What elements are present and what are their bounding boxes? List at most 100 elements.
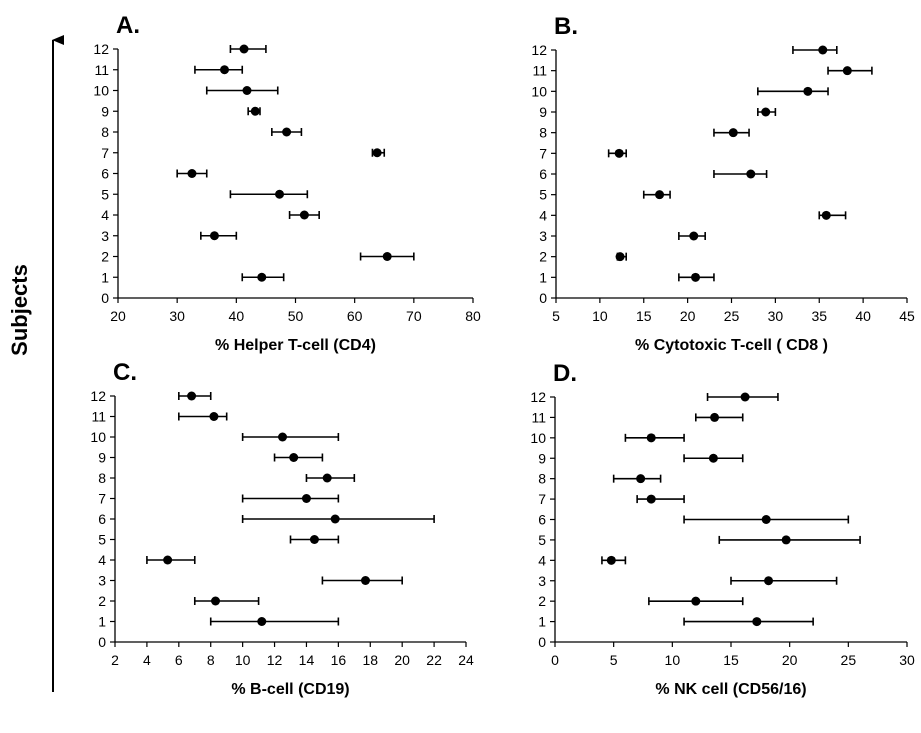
mean-marker [309, 535, 319, 544]
y-tick-label: 4 [101, 207, 109, 223]
y-tick-label: 0 [101, 290, 109, 306]
data-point-subject-4 [818, 210, 847, 220]
data-point-subject-11 [178, 412, 228, 421]
mean-marker [818, 45, 828, 55]
mean-marker [646, 494, 656, 504]
mean-marker [257, 272, 267, 282]
data-point-subject-8 [713, 128, 750, 138]
mean-marker [220, 65, 229, 75]
subjects-label: Subjects [7, 264, 32, 356]
data-point-subject-2 [615, 252, 628, 262]
y-tick-label: 9 [98, 450, 106, 466]
data-point-subject-12 [792, 45, 838, 55]
y-tick-label: 12 [531, 42, 547, 58]
y-tick-label: 5 [101, 186, 109, 202]
data-point-subject-9 [757, 107, 777, 117]
y-tick-label: 10 [531, 83, 547, 99]
data-point-subject-2 [359, 252, 415, 261]
mean-marker [275, 189, 285, 199]
data-point-subject-8 [612, 474, 662, 484]
x-tick-label: 20 [394, 652, 410, 668]
mean-marker [710, 412, 720, 422]
x-tick-label: 18 [362, 652, 378, 668]
x-tick-label: 80 [465, 308, 481, 324]
mean-marker [689, 231, 699, 241]
x-tick-label: 15 [636, 308, 652, 324]
data-point-subject-8 [305, 473, 356, 483]
y-tick-label: 1 [538, 614, 546, 630]
x-tick-label: 14 [299, 652, 315, 668]
mean-marker [301, 494, 311, 503]
x-tick-label: 30 [768, 308, 784, 324]
x-tick-label: 8 [207, 652, 215, 668]
x-tick-label: 0 [551, 652, 559, 668]
y-tick-label: 2 [101, 249, 109, 265]
x-tick-label: 25 [724, 308, 740, 324]
y-tick-label: 11 [531, 409, 546, 425]
y-tick-label: 5 [98, 532, 106, 548]
data-point-subject-7 [636, 494, 685, 504]
x-tick-label: 45 [899, 308, 915, 324]
y-tick-label: 11 [91, 409, 106, 425]
data-point-subject-5 [229, 189, 309, 199]
x-tick-label: 50 [288, 308, 304, 324]
x-tick-label: 20 [680, 308, 696, 324]
panel-letter-c: C. [113, 359, 137, 386]
mean-marker [278, 432, 288, 442]
y-tick-label: 0 [539, 290, 547, 306]
data-point-subject-11 [694, 412, 744, 422]
mean-marker [372, 148, 382, 158]
y-tick-label: 10 [90, 429, 106, 445]
mean-marker [239, 44, 249, 54]
y-tick-label: 12 [90, 388, 106, 404]
mean-marker [691, 596, 701, 606]
data-point-subject-7 [371, 148, 386, 158]
mean-marker [289, 453, 299, 462]
data-point-subject-3 [678, 231, 706, 241]
y-tick-label: 2 [539, 249, 547, 265]
y-tick-label: 1 [98, 614, 106, 630]
x-axis-label: % NK cell (CD56/16) [655, 681, 806, 698]
y-tick-label: 8 [539, 125, 547, 141]
y-tick-label: 9 [539, 104, 547, 120]
x-tick-label: 12 [267, 652, 283, 668]
y-tick-label: 4 [98, 552, 106, 568]
panel-letter-b: B. [554, 13, 578, 40]
x-tick-label: 35 [811, 308, 827, 324]
x-tick-label: 24 [458, 652, 474, 668]
x-tick-label: 10 [592, 308, 608, 324]
data-point-subject-4 [288, 210, 320, 220]
data-point-subject-3 [730, 576, 838, 586]
y-tick-label: 0 [98, 634, 106, 650]
y-tick-label: 9 [101, 103, 109, 119]
data-point-subject-7 [607, 148, 628, 158]
y-tick-label: 3 [98, 573, 106, 589]
data-point-subject-5 [642, 190, 671, 200]
y-tick-label: 11 [94, 62, 109, 78]
mean-marker [242, 86, 252, 95]
data-point-subject-10 [624, 433, 685, 443]
data-point-subject-9 [273, 453, 324, 462]
x-axis-label: % B-cell (CD19) [231, 681, 349, 698]
y-tick-label: 1 [101, 269, 109, 285]
y-tick-label: 8 [538, 471, 546, 487]
mean-marker [728, 128, 738, 138]
y-tick-label: 9 [538, 450, 546, 466]
y-tick-label: 6 [101, 166, 109, 182]
x-tick-label: 5 [552, 308, 560, 324]
mean-marker [691, 272, 701, 282]
x-axis-label: % Helper T-cell (CD4) [215, 337, 376, 354]
mean-marker [746, 169, 756, 179]
x-tick-label: 10 [235, 652, 251, 668]
y-tick-label: 8 [98, 470, 106, 486]
y-tick-label: 10 [93, 83, 109, 99]
data-point-subject-11 [827, 66, 873, 76]
mean-marker [636, 474, 646, 484]
data-point-subject-7 [241, 494, 340, 503]
x-tick-label: 16 [331, 652, 347, 668]
y-tick-label: 10 [530, 430, 546, 446]
y-tick-label: 5 [539, 187, 547, 203]
